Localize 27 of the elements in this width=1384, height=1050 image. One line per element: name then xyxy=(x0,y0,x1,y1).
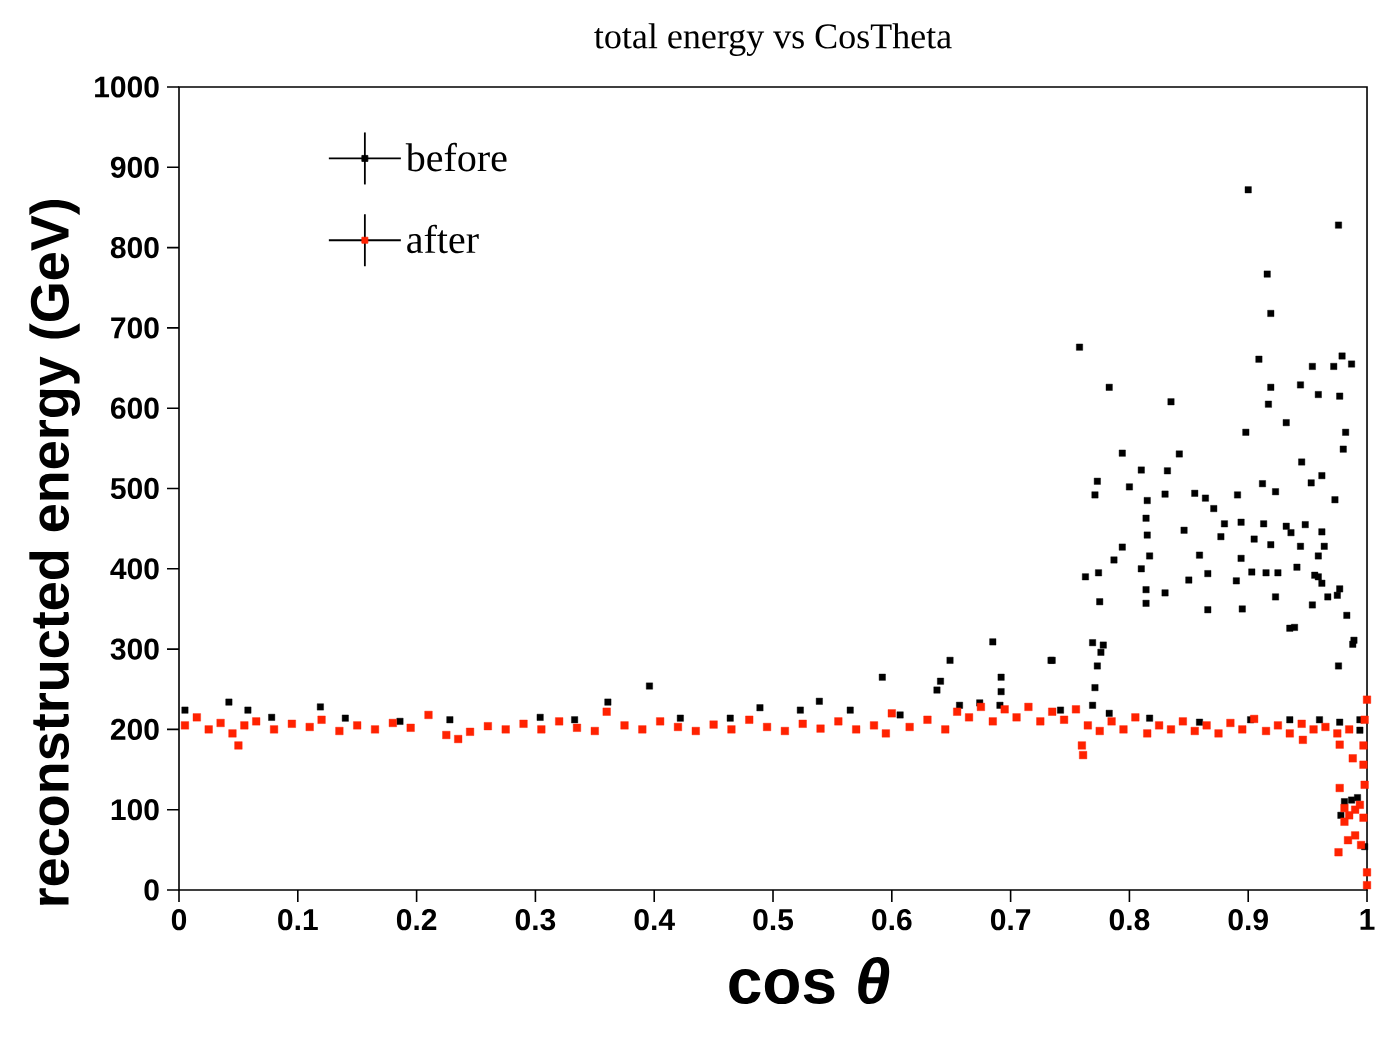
x-tick-label: 0.5 xyxy=(753,909,794,931)
y-tick-label: 1000 xyxy=(95,76,159,98)
x-tick-label: 0.7 xyxy=(990,909,1031,931)
y-tick-label: 700 xyxy=(111,317,159,339)
legend-label: after xyxy=(407,224,479,254)
x-tick-label: 0.9 xyxy=(1228,909,1268,931)
y-tick-label: 800 xyxy=(110,236,159,259)
x-tick-label: 0.8 xyxy=(1109,909,1150,931)
y-tick-label: 900 xyxy=(110,156,159,178)
legend-label: before xyxy=(405,142,507,172)
x-axis-title: cos θ xyxy=(729,957,890,1005)
y-tick-label: 600 xyxy=(110,397,159,419)
x-tick-label: 0.2 xyxy=(396,909,437,931)
x-tick-label: 1 xyxy=(1360,909,1375,930)
x-tick-label: 0.1 xyxy=(278,909,318,931)
y-tick-label: 500 xyxy=(110,477,159,500)
chart-title: total energy vs CosTheta xyxy=(594,23,952,56)
y-tick-label: 400 xyxy=(110,558,159,580)
y-tick-label: 100 xyxy=(111,799,159,821)
x-tick-label: 0.3 xyxy=(515,909,556,931)
y-tick-label: 0 xyxy=(144,879,159,901)
y-axis-title: reconstructed energy (GeV) xyxy=(29,199,80,905)
y-tick-label: 300 xyxy=(110,638,159,660)
x-tick-label: 0.6 xyxy=(872,909,912,931)
x-tick-label: 0 xyxy=(171,909,187,931)
y-tick-label: 200 xyxy=(110,718,159,741)
x-tick-label: 0.4 xyxy=(634,909,675,931)
